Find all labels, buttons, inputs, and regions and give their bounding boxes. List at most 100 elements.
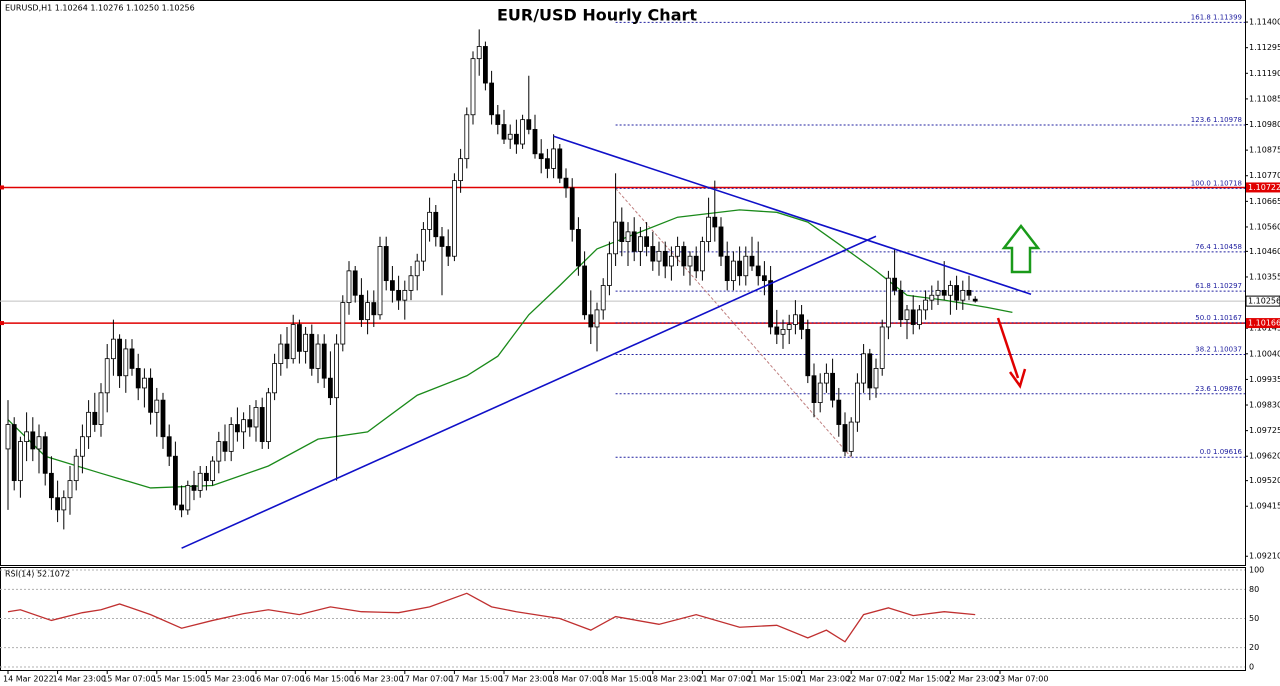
y-tick-label: 1.09830 — [1249, 401, 1280, 410]
candle-body — [408, 275, 414, 291]
candle-body — [731, 260, 736, 282]
candle-body — [631, 231, 637, 252]
candle-body — [780, 329, 786, 335]
fib-label: 61.8 1.10297 — [1195, 282, 1242, 290]
candle-body — [817, 382, 823, 403]
candle-body — [892, 277, 897, 291]
x-tick-label: 23 Mar 07:00 — [995, 675, 1048, 684]
candle-body — [656, 250, 662, 262]
candle-body — [619, 221, 625, 242]
candle-body — [960, 289, 966, 301]
back-layer: 1.11400 1.11295 1.11190 1.11085 1.10980 1.108… — [0, 13, 1280, 684]
candle-body — [371, 302, 377, 316]
y-tick-label: 1.09620 — [1249, 452, 1280, 461]
candle-body — [135, 368, 141, 389]
candle-body — [247, 419, 253, 428]
x-tick-label: 18 Mar 15:00 — [598, 675, 651, 684]
candle-body — [334, 343, 340, 399]
candle-body — [650, 246, 656, 262]
x-tick-label: 22 Mar 07:00 — [846, 675, 899, 684]
fib-label: 0.0 1.09616 — [1200, 448, 1243, 456]
x-tick-label: 18 Mar 23:00 — [648, 675, 701, 684]
candle-body — [935, 289, 941, 296]
rsi-tick-label: 50 — [1249, 614, 1259, 623]
y-tick-label: 1.10560 — [1249, 222, 1280, 231]
candle-body — [396, 289, 402, 301]
candle-body — [470, 58, 476, 116]
candle-body — [352, 270, 358, 296]
candle-body — [613, 221, 618, 255]
candle-body — [464, 114, 470, 160]
candle-body — [5, 424, 11, 450]
candle-body — [482, 46, 488, 84]
y-tick-label: 1.11085 — [1249, 94, 1280, 103]
candle-body — [445, 246, 451, 257]
fib-label: 123.6 1.10978 — [1191, 116, 1242, 124]
candle-body — [625, 231, 631, 242]
candle-body — [768, 280, 773, 328]
level-label-box — [1246, 318, 1280, 329]
candle-body — [886, 277, 891, 328]
main-layer — [5, 29, 1013, 643]
candle-body — [476, 46, 482, 60]
candle-body — [290, 324, 296, 360]
candle-body — [966, 289, 972, 296]
candle-body — [607, 253, 612, 286]
y-tick-label: 1.10665 — [1249, 197, 1280, 206]
candle-body — [669, 255, 674, 267]
candle-body — [166, 436, 172, 457]
candle-body — [210, 460, 216, 482]
x-tick-label: 21 Mar 23:00 — [797, 675, 850, 684]
candle-body — [67, 480, 73, 499]
x-tick-label: 15 Mar 07:00 — [102, 675, 155, 684]
candle-body — [253, 407, 259, 428]
y-tick-label: 1.09935 — [1249, 375, 1280, 384]
candle-body — [241, 419, 247, 433]
candle-body — [315, 343, 321, 369]
candle-body — [358, 294, 364, 321]
candle-body — [718, 226, 724, 257]
x-tick-label: 14 Mar 2022 — [3, 675, 54, 684]
trend-line — [181, 235, 877, 549]
candle-body — [141, 377, 147, 389]
candle-body — [514, 133, 519, 145]
candle-body — [228, 424, 234, 452]
candle-body — [737, 260, 742, 277]
level-label-box — [1246, 182, 1280, 193]
fib-label: 76.4 1.10458 — [1195, 243, 1242, 251]
x-tick-label: 22 Mar 15:00 — [896, 675, 949, 684]
candle-body — [501, 124, 507, 140]
candle-body — [123, 348, 129, 377]
y-tick-label: 1.09210 — [1249, 552, 1280, 561]
candle-body — [563, 177, 569, 189]
x-tick-label: 14 Mar 23:00 — [53, 675, 106, 684]
x-tick-label: 17 Mar 15:00 — [449, 675, 502, 684]
candle-body — [30, 431, 36, 450]
candle-body — [582, 265, 587, 316]
x-tick-label: 21 Mar 07:00 — [697, 675, 750, 684]
candle-body — [414, 260, 420, 277]
y-tick-label: 1.09520 — [1249, 476, 1280, 485]
candle-body — [222, 441, 228, 452]
candle-body — [755, 265, 761, 277]
candle-body — [179, 504, 185, 511]
candle-body — [805, 329, 811, 377]
candle-body — [830, 372, 835, 401]
candle-body — [923, 299, 928, 311]
candle-body — [879, 326, 885, 369]
candle-body — [898, 289, 904, 321]
candle-body — [185, 485, 191, 511]
candle-body — [427, 211, 433, 230]
candle-body — [284, 343, 290, 360]
x-tick-label: 15 Mar 15:00 — [152, 675, 205, 684]
chart-title: EUR/USD Hourly Chart — [497, 6, 697, 25]
candle-body — [743, 255, 749, 277]
level-marker — [0, 185, 4, 190]
candle-body — [340, 302, 346, 345]
candle-body — [811, 375, 817, 403]
candle-body — [594, 309, 600, 328]
candle-body — [520, 119, 525, 145]
candle-body — [377, 246, 383, 316]
candle-body — [693, 255, 699, 272]
candle-body — [365, 302, 371, 321]
